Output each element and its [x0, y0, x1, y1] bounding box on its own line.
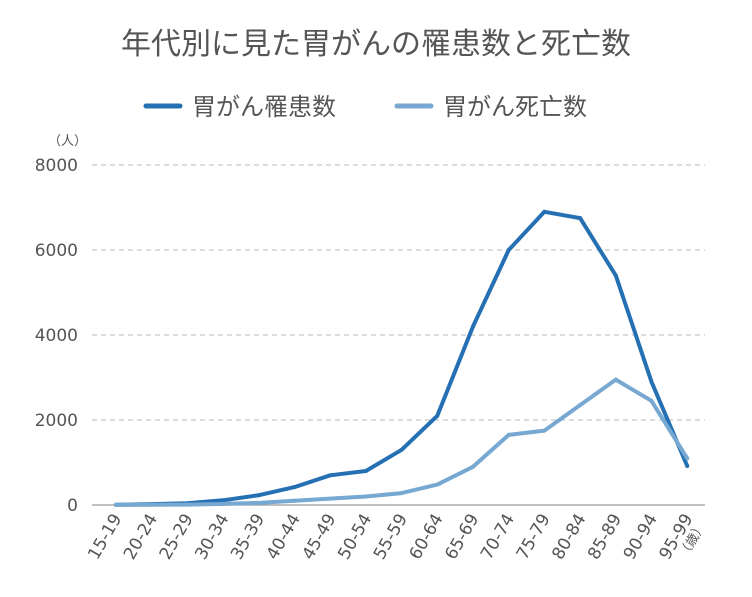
data-point: [149, 502, 154, 507]
gridlines: [92, 164, 705, 421]
data-point: [292, 485, 297, 490]
data-point: [613, 377, 618, 382]
x-tick-label: 40-44: [263, 511, 305, 564]
x-tick-label: 20-24: [120, 511, 162, 564]
data-point: [435, 413, 440, 418]
x-tick-label: 35-39: [227, 511, 269, 564]
data-point: [256, 500, 261, 505]
y-tick-label: 4000: [35, 326, 78, 346]
x-tick-label: 55-59: [370, 511, 412, 564]
data-point: [221, 498, 226, 503]
data-point: [578, 216, 583, 221]
y-axis: 0 2000 4000 6000 8000: [35, 156, 78, 516]
legend-label: 胃がん罹患数: [192, 93, 336, 121]
data-point: [542, 209, 547, 214]
x-tick-label: 80-84: [548, 511, 590, 564]
x-tick-label: 90-94: [620, 511, 662, 564]
legend: 胃がん罹患数 胃がん死亡数: [143, 93, 587, 121]
x-tick-label: 75-79: [513, 511, 555, 564]
x-tick-label: 60-64: [406, 511, 448, 564]
data-point: [435, 482, 440, 487]
x-tick-label: 30-34: [191, 511, 233, 564]
series-line-1: [114, 209, 690, 507]
data-point: [578, 403, 583, 408]
data-point: [685, 463, 690, 468]
data-point: [471, 464, 475, 469]
y-tick-label: 6000: [35, 241, 78, 261]
x-tick-label: 85-89: [584, 511, 626, 564]
plot-area: [114, 209, 690, 507]
data-point: [542, 428, 547, 433]
y-tick-label: 8000: [35, 156, 78, 176]
data-point: [185, 502, 190, 507]
x-tick-label: 15-19: [84, 511, 126, 564]
chart-title: 年代別に見た胃がんの罹患数と死亡数: [121, 27, 631, 62]
x-tick-label: 45-49: [299, 511, 341, 564]
data-point: [649, 398, 654, 403]
legend-label: 胃がん死亡数: [443, 93, 587, 121]
y-tick-label: 0: [67, 496, 78, 516]
data-point: [506, 248, 511, 252]
data-point: [363, 494, 368, 499]
data-point: [506, 432, 511, 437]
y-unit-label: （人）: [48, 134, 87, 149]
data-point: [399, 491, 404, 496]
y-tick-label: 2000: [35, 411, 78, 431]
data-point: [292, 498, 297, 503]
data-point: [328, 496, 333, 501]
x-tick-label: 50-54: [334, 511, 376, 564]
data-point: [221, 501, 226, 506]
data-point: [399, 447, 404, 452]
x-axis: 15-1920-2425-2930-3435-3940-4445-4950-54…: [84, 511, 697, 564]
series-line-2: [114, 377, 690, 507]
x-tick-label: 70-74: [477, 511, 519, 564]
data-point: [613, 273, 618, 278]
data-point: [114, 502, 118, 507]
data-point: [649, 379, 654, 384]
x-tick-label: 25-29: [156, 511, 198, 564]
x-tick-label: 65-69: [441, 511, 483, 564]
data-point: [363, 469, 368, 473]
data-point: [685, 456, 690, 461]
data-point: [256, 493, 261, 498]
data-point: [471, 324, 475, 329]
data-point: [328, 473, 333, 478]
